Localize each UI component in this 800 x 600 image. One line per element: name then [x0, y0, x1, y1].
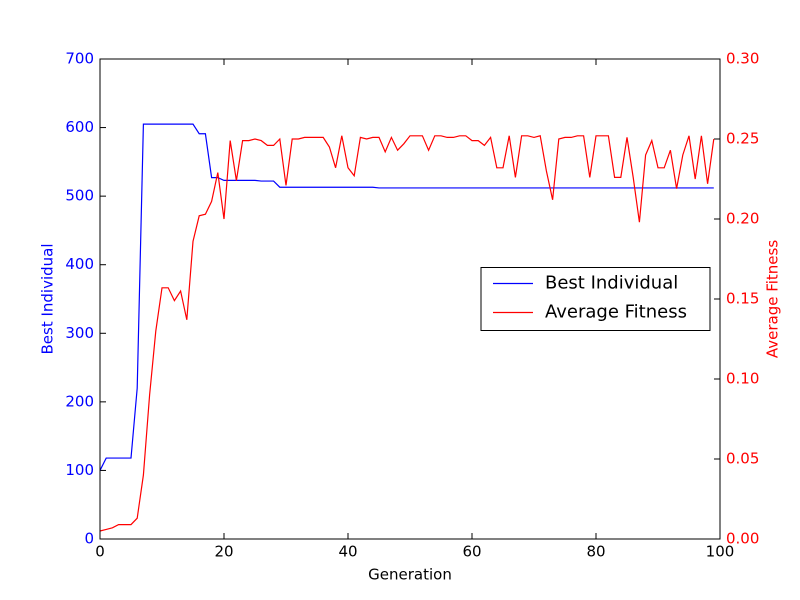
y-tick-label: 600 — [65, 118, 94, 136]
y2-tick-label: 0.20 — [726, 210, 759, 228]
x-axis-label: Generation — [368, 566, 452, 584]
plot-frame — [99, 58, 721, 540]
y2-tick-label: 0.05 — [726, 450, 759, 468]
y2-tick-label: 0.25 — [726, 130, 759, 148]
y-axis-label: Best Individual — [39, 243, 57, 354]
y2-tick-label: 0.00 — [726, 530, 759, 548]
legend-label: Average Fitness — [545, 302, 687, 323]
legend-box — [480, 267, 711, 331]
x-tick-label: 100 — [706, 543, 735, 561]
series-line — [99, 123, 714, 471]
y-tick-label: 700 — [65, 50, 94, 68]
x-tick-label: 60 — [462, 543, 481, 561]
y-tick-label: 300 — [65, 324, 94, 342]
y2-tick-label: 0.30 — [726, 50, 759, 68]
y-tick-label: 500 — [65, 187, 94, 205]
y2-tick-label: 0.10 — [726, 370, 759, 388]
y2-tick-label: 0.15 — [726, 290, 759, 308]
series-line — [99, 135, 715, 532]
x-tick-label: 40 — [338, 543, 357, 561]
y-tick-label: 100 — [65, 461, 94, 479]
x-tick-label: 0 — [95, 543, 105, 561]
y2-axis-label: Average Fitness — [764, 240, 782, 359]
x-tick-label: 80 — [586, 543, 605, 561]
legend-label: Best Individual — [545, 273, 678, 294]
y-tick-label: 200 — [65, 392, 94, 410]
y-tick-label: 400 — [65, 255, 94, 273]
x-tick-label: 20 — [214, 543, 233, 561]
y-tick-label: 0 — [84, 530, 94, 548]
